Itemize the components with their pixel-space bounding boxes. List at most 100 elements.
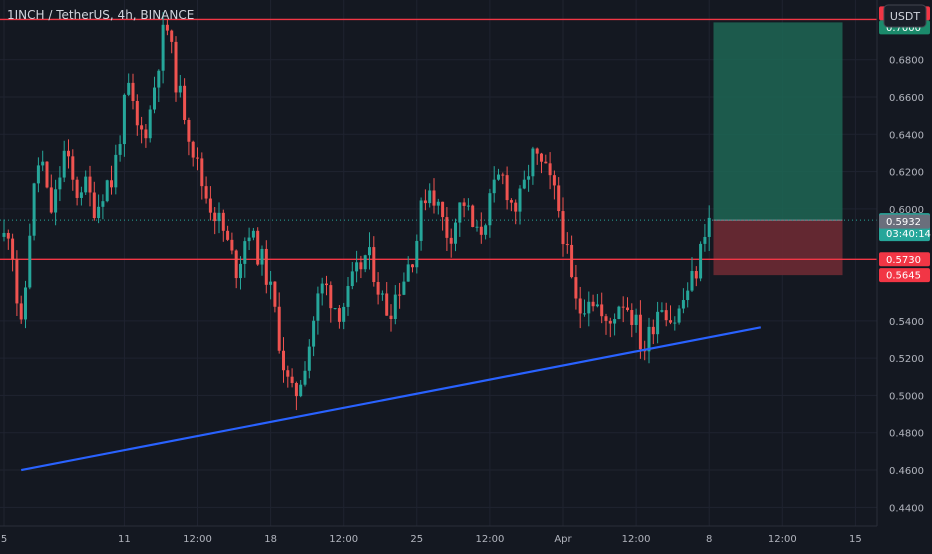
candle-body — [389, 315, 393, 320]
y-tick-label: 0.6200 — [889, 168, 924, 179]
x-tick-label: 12:00 — [768, 534, 797, 545]
y-tick-label: 0.4600 — [889, 466, 924, 477]
support-trendline[interactable] — [20, 326, 762, 472]
time-axis-ticks: 5 11 12:00 18 12:00 25 12:00 Apr 12:00 8 12:00 15 — [1, 534, 862, 545]
candle-body — [703, 236, 707, 244]
target-label-text: 0.7000 — [886, 23, 921, 34]
candle-body — [127, 82, 131, 95]
candle-body — [251, 230, 255, 238]
candle-body — [613, 319, 617, 324]
x-tick-label: 18 — [264, 534, 277, 545]
price-axis-ticks: 0.6800 0.6600 0.6400 0.6200 0.6000 0.5400 0.52… — [889, 56, 924, 515]
candle-body — [694, 271, 698, 279]
candle-body — [540, 153, 543, 162]
candle-body — [247, 237, 251, 242]
x-tick-label: 12:00 — [183, 534, 212, 545]
y-tick-label: 0.6400 — [889, 130, 924, 141]
x-tick-label: 15 — [849, 534, 862, 545]
candle-body — [191, 141, 195, 158]
x-tick-label: 5 — [1, 534, 7, 545]
candle-body — [552, 175, 556, 186]
candle-body — [449, 237, 453, 244]
candle-body — [294, 383, 298, 397]
trendline-group[interactable] — [20, 326, 762, 472]
candle-body — [595, 304, 599, 307]
y-tick-label: 0.6000 — [889, 205, 924, 216]
candle-body — [436, 201, 440, 206]
candle-body — [105, 180, 109, 202]
prev-close-label — [879, 214, 930, 229]
currency-button-label[interactable]: USDT — [890, 10, 921, 23]
horizontal-lines — [0, 18, 877, 260]
candle-body — [608, 320, 612, 324]
candle-body — [509, 200, 513, 203]
candle-body — [634, 314, 638, 325]
candle-body — [54, 189, 58, 213]
prev-close-label-text: 0.5932 — [886, 217, 921, 228]
x-tick-label: 12:00 — [475, 534, 504, 545]
candle-body — [88, 176, 92, 193]
candle-body — [131, 82, 135, 102]
candle-body — [2, 232, 6, 237]
candle-body — [522, 179, 526, 189]
candle-body — [28, 235, 32, 288]
candle-body — [312, 320, 316, 347]
y-tick-label: 0.6800 — [889, 56, 924, 67]
candle-body — [19, 303, 23, 320]
candle-body — [587, 301, 591, 314]
long-position-tool[interactable] — [713, 22, 843, 276]
candle-body — [282, 350, 285, 371]
candle-body — [368, 247, 371, 256]
candle-body — [256, 230, 260, 265]
candle-body — [342, 306, 346, 322]
candle-body — [651, 326, 655, 335]
candle-body — [626, 307, 629, 311]
currency-button-frame[interactable] — [883, 4, 927, 28]
candle-body — [557, 185, 561, 212]
candle-body — [325, 283, 328, 286]
stop-label — [879, 268, 930, 283]
candle-body — [570, 244, 574, 278]
candle-body — [79, 192, 83, 198]
candle-body — [49, 187, 53, 213]
candle-body — [428, 190, 432, 204]
candle-body — [398, 294, 402, 296]
candle-body — [423, 200, 427, 204]
candle-body — [535, 148, 539, 154]
x-tick-label: 11 — [118, 534, 131, 545]
candle-body — [561, 211, 565, 245]
candle-body — [415, 240, 419, 268]
candle-body — [604, 316, 608, 321]
candle-body — [402, 281, 406, 295]
candle-body — [178, 85, 182, 93]
candle-body — [307, 346, 311, 371]
support-label-text: 0.5730 — [886, 255, 921, 266]
y-tick-label: 0.6600 — [889, 93, 924, 104]
y-tick-label: 0.4800 — [889, 429, 924, 440]
loss-zone[interactable] — [713, 220, 843, 276]
candle-body — [36, 165, 40, 184]
candle-body — [230, 239, 234, 251]
y-tick-label: 0.5200 — [889, 354, 924, 365]
candle-body — [462, 202, 466, 206]
candle-body — [350, 271, 354, 287]
candle-body — [419, 200, 423, 241]
profit-zone[interactable] — [713, 22, 843, 221]
candle-body — [621, 306, 625, 308]
time-axis[interactable] — [0, 526, 932, 550]
candle-body — [647, 326, 651, 352]
candle-body — [110, 180, 113, 188]
candle-body — [574, 277, 578, 299]
candle-body — [669, 320, 672, 323]
y-tick-label: 0.5400 — [889, 317, 924, 328]
candle-body — [359, 262, 363, 270]
currency-button[interactable]: USDT — [883, 4, 927, 28]
candle-body — [454, 222, 457, 244]
candle-body — [144, 129, 148, 139]
candle-body — [204, 186, 208, 199]
candle-body — [277, 306, 281, 351]
candle-body — [355, 262, 359, 272]
candle-body — [380, 293, 384, 295]
candle-body — [316, 293, 320, 321]
